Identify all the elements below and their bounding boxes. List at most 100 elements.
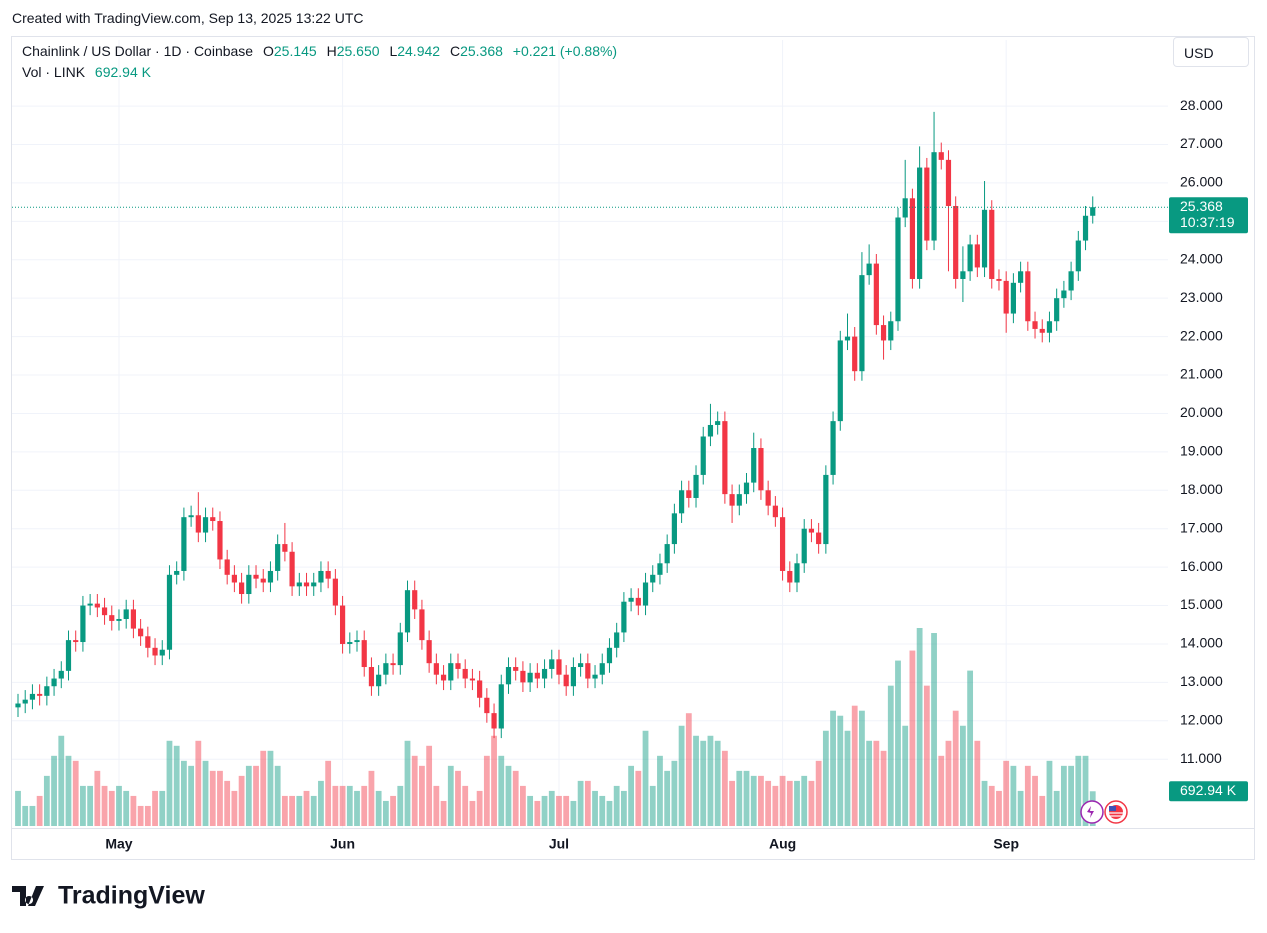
candle-body [678,490,685,514]
volume-badge [1169,781,1248,802]
candle-body [743,482,750,495]
candle-body [477,680,483,698]
ohlc-key: L [389,43,398,59]
volume-bar [339,785,346,826]
y-tick-label: 13.000 [1180,673,1223,689]
candle-body [917,167,923,279]
last-price-badge [1169,197,1248,234]
candle-body [549,659,555,669]
y-tick-label: 21.000 [1180,366,1223,382]
candle-body [592,674,598,679]
volume-bar [678,725,685,826]
candle-body [202,517,209,533]
candle-body [267,570,274,583]
candle-body [37,693,43,696]
brand-logo [12,886,44,906]
candle-body [715,421,721,425]
volume-bar [318,780,324,826]
volume-bar [332,785,339,826]
ohlc-value: 25.650 [336,43,380,59]
volume-bar [390,795,396,826]
volume-bar [1024,765,1031,826]
candle-body [657,563,663,575]
volume-bar [108,790,115,826]
candle-body [462,668,468,679]
candle-body [909,198,916,279]
volume-bar [851,705,858,826]
volume-layer [15,628,1096,826]
volume-bar [952,710,959,826]
candle-body [1090,207,1096,216]
candle-body [361,640,367,668]
candle-body [318,570,324,583]
ohlc-value: 24.942 [397,43,441,59]
volume-bar [794,780,800,826]
candle-body [1082,215,1089,241]
y-tick-label: 14.000 [1180,635,1223,651]
volume-bar [736,770,743,826]
candle-body [541,668,548,679]
volume-bar [1046,760,1053,826]
volume-bar [411,755,418,826]
candle-body [65,640,72,671]
volume-bar [642,730,649,826]
candle-body [1046,321,1053,333]
candle-body [801,528,807,564]
volume-bar [563,795,570,826]
candle-body [1018,271,1024,283]
volume-bar [815,760,822,826]
volume-bar [1082,755,1089,826]
candle-body [282,544,288,552]
volume-bar [346,785,353,826]
candle-body [505,667,512,685]
candle-body [347,642,353,644]
volume-bar [51,755,57,826]
candle-body [570,667,577,687]
y-tick-label: 26.000 [1180,174,1223,190]
volume-bar [577,780,584,826]
candle-body [469,678,476,681]
candle-body [1032,321,1038,329]
y-tick-label: 27.000 [1180,135,1223,151]
volume-bar [786,780,793,826]
currency-button[interactable]: USD [1173,37,1249,67]
overlay-layer: 11.000 12.000 13.000 14.000 15.000 16.000 17.0… [12,97,1254,852]
volume-bar [152,790,158,826]
candle-body [642,582,649,606]
volume-bar [1060,765,1067,826]
volume-bar [801,775,808,826]
volume-bar [700,740,707,826]
candle-body [837,340,843,422]
volume-bar [721,750,728,826]
candle-body [794,563,800,583]
volume-bar [599,795,606,826]
y-tick-label: 11.000 [1180,750,1222,766]
candle-body [1010,282,1016,314]
x-tick-label: Aug [769,836,796,852]
volume-bar [707,735,714,826]
y-tick-label: 12.000 [1180,712,1223,728]
volume-bar [130,795,137,826]
volume-bar [830,710,836,826]
x-tick-label: Sep [993,836,1019,852]
volume-bar [1032,775,1038,826]
grid [12,40,1168,828]
volume-bar [960,725,966,826]
volume-bar [253,765,259,826]
candle-body [1061,290,1067,299]
volume-bar [570,800,577,826]
candle-body [260,578,266,583]
candle-body [751,448,757,483]
y-tick-label: 20.000 [1180,404,1223,420]
volume-bar [455,770,461,826]
brand-name: TradingView [58,882,205,910]
volume-bar [1017,790,1024,826]
volume-bar [404,740,411,826]
icon [1087,806,1094,818]
volume-bar [714,740,721,826]
volume-bar [310,795,317,826]
volume-bar [520,785,526,826]
volume-bar [685,713,692,826]
symbol: Chainlink / US Dollar · 1D · Coinbase [22,43,254,59]
volume-bar [29,805,36,826]
